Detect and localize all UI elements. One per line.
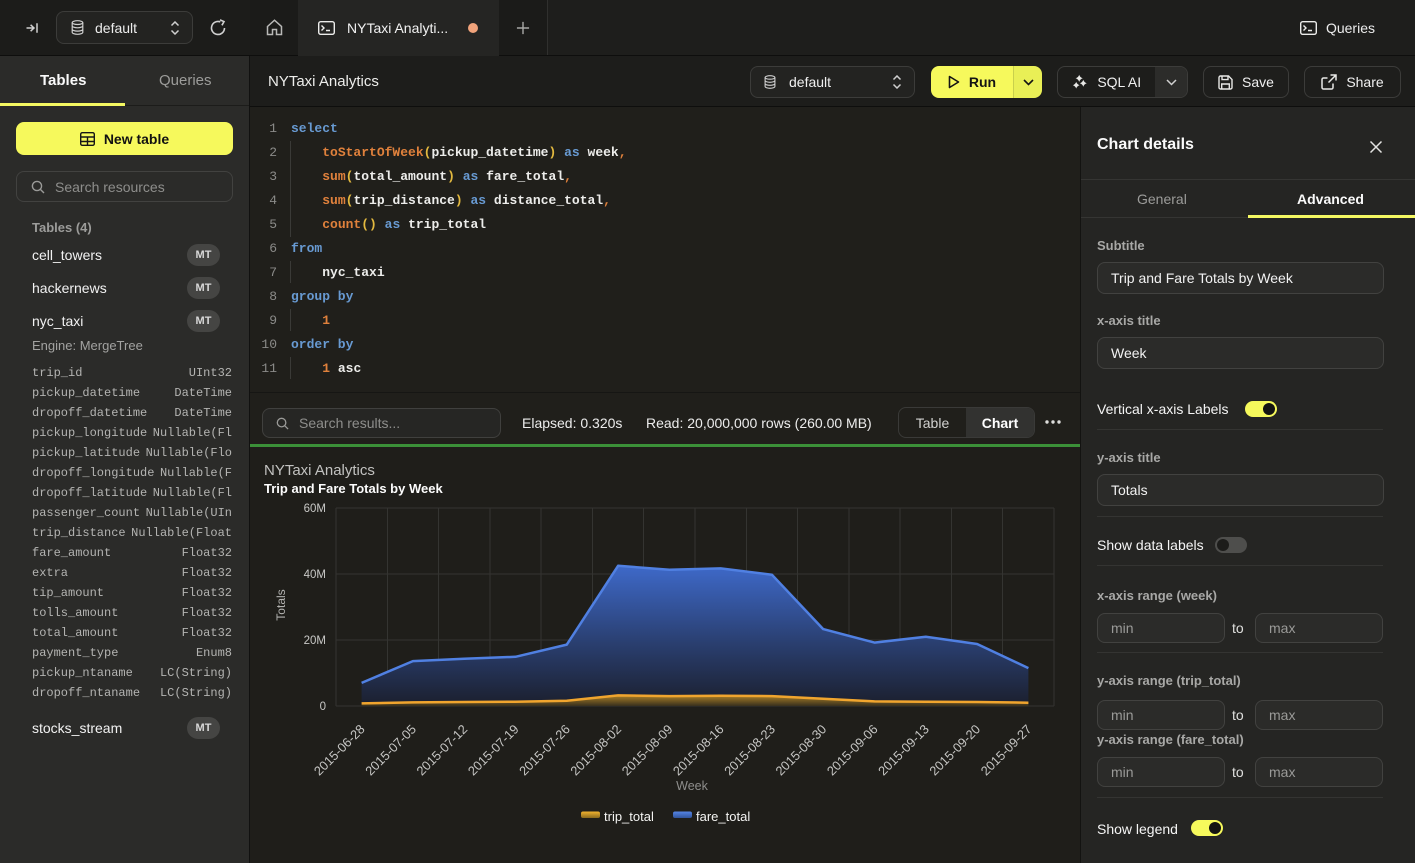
svg-text:2015-09-06: 2015-09-06 — [824, 722, 881, 779]
svg-text:2015-08-30: 2015-08-30 — [772, 722, 829, 779]
svg-text:2015-09-13: 2015-09-13 — [875, 722, 932, 779]
svg-text:2015-08-02: 2015-08-02 — [567, 722, 624, 779]
svg-text:2015-07-26: 2015-07-26 — [516, 722, 573, 779]
svg-text:2015-09-27: 2015-09-27 — [978, 722, 1035, 779]
svg-text:2015-08-23: 2015-08-23 — [721, 722, 778, 779]
svg-text:Week: Week — [676, 779, 708, 793]
svg-text:NYTaxi Analytics: NYTaxi Analytics — [264, 462, 375, 479]
svg-text:0: 0 — [320, 701, 326, 713]
svg-text:2015-06-28: 2015-06-28 — [311, 722, 368, 779]
svg-text:2015-08-09: 2015-08-09 — [619, 722, 676, 779]
svg-text:40M: 40M — [304, 569, 326, 581]
svg-text:fare_total: fare_total — [696, 809, 750, 824]
svg-text:2015-09-20: 2015-09-20 — [926, 722, 983, 779]
svg-text:2015-07-05: 2015-07-05 — [362, 722, 419, 779]
svg-text:trip_total: trip_total — [604, 809, 654, 824]
svg-text:2015-07-12: 2015-07-12 — [413, 722, 470, 779]
svg-text:20M: 20M — [304, 635, 326, 647]
svg-text:60M: 60M — [304, 503, 326, 515]
svg-text:2015-07-19: 2015-07-19 — [465, 722, 522, 779]
svg-text:Trip and Fare Totals by Week: Trip and Fare Totals by Week — [264, 481, 443, 496]
svg-text:2015-08-16: 2015-08-16 — [670, 722, 727, 779]
svg-text:Totals: Totals — [274, 589, 288, 620]
